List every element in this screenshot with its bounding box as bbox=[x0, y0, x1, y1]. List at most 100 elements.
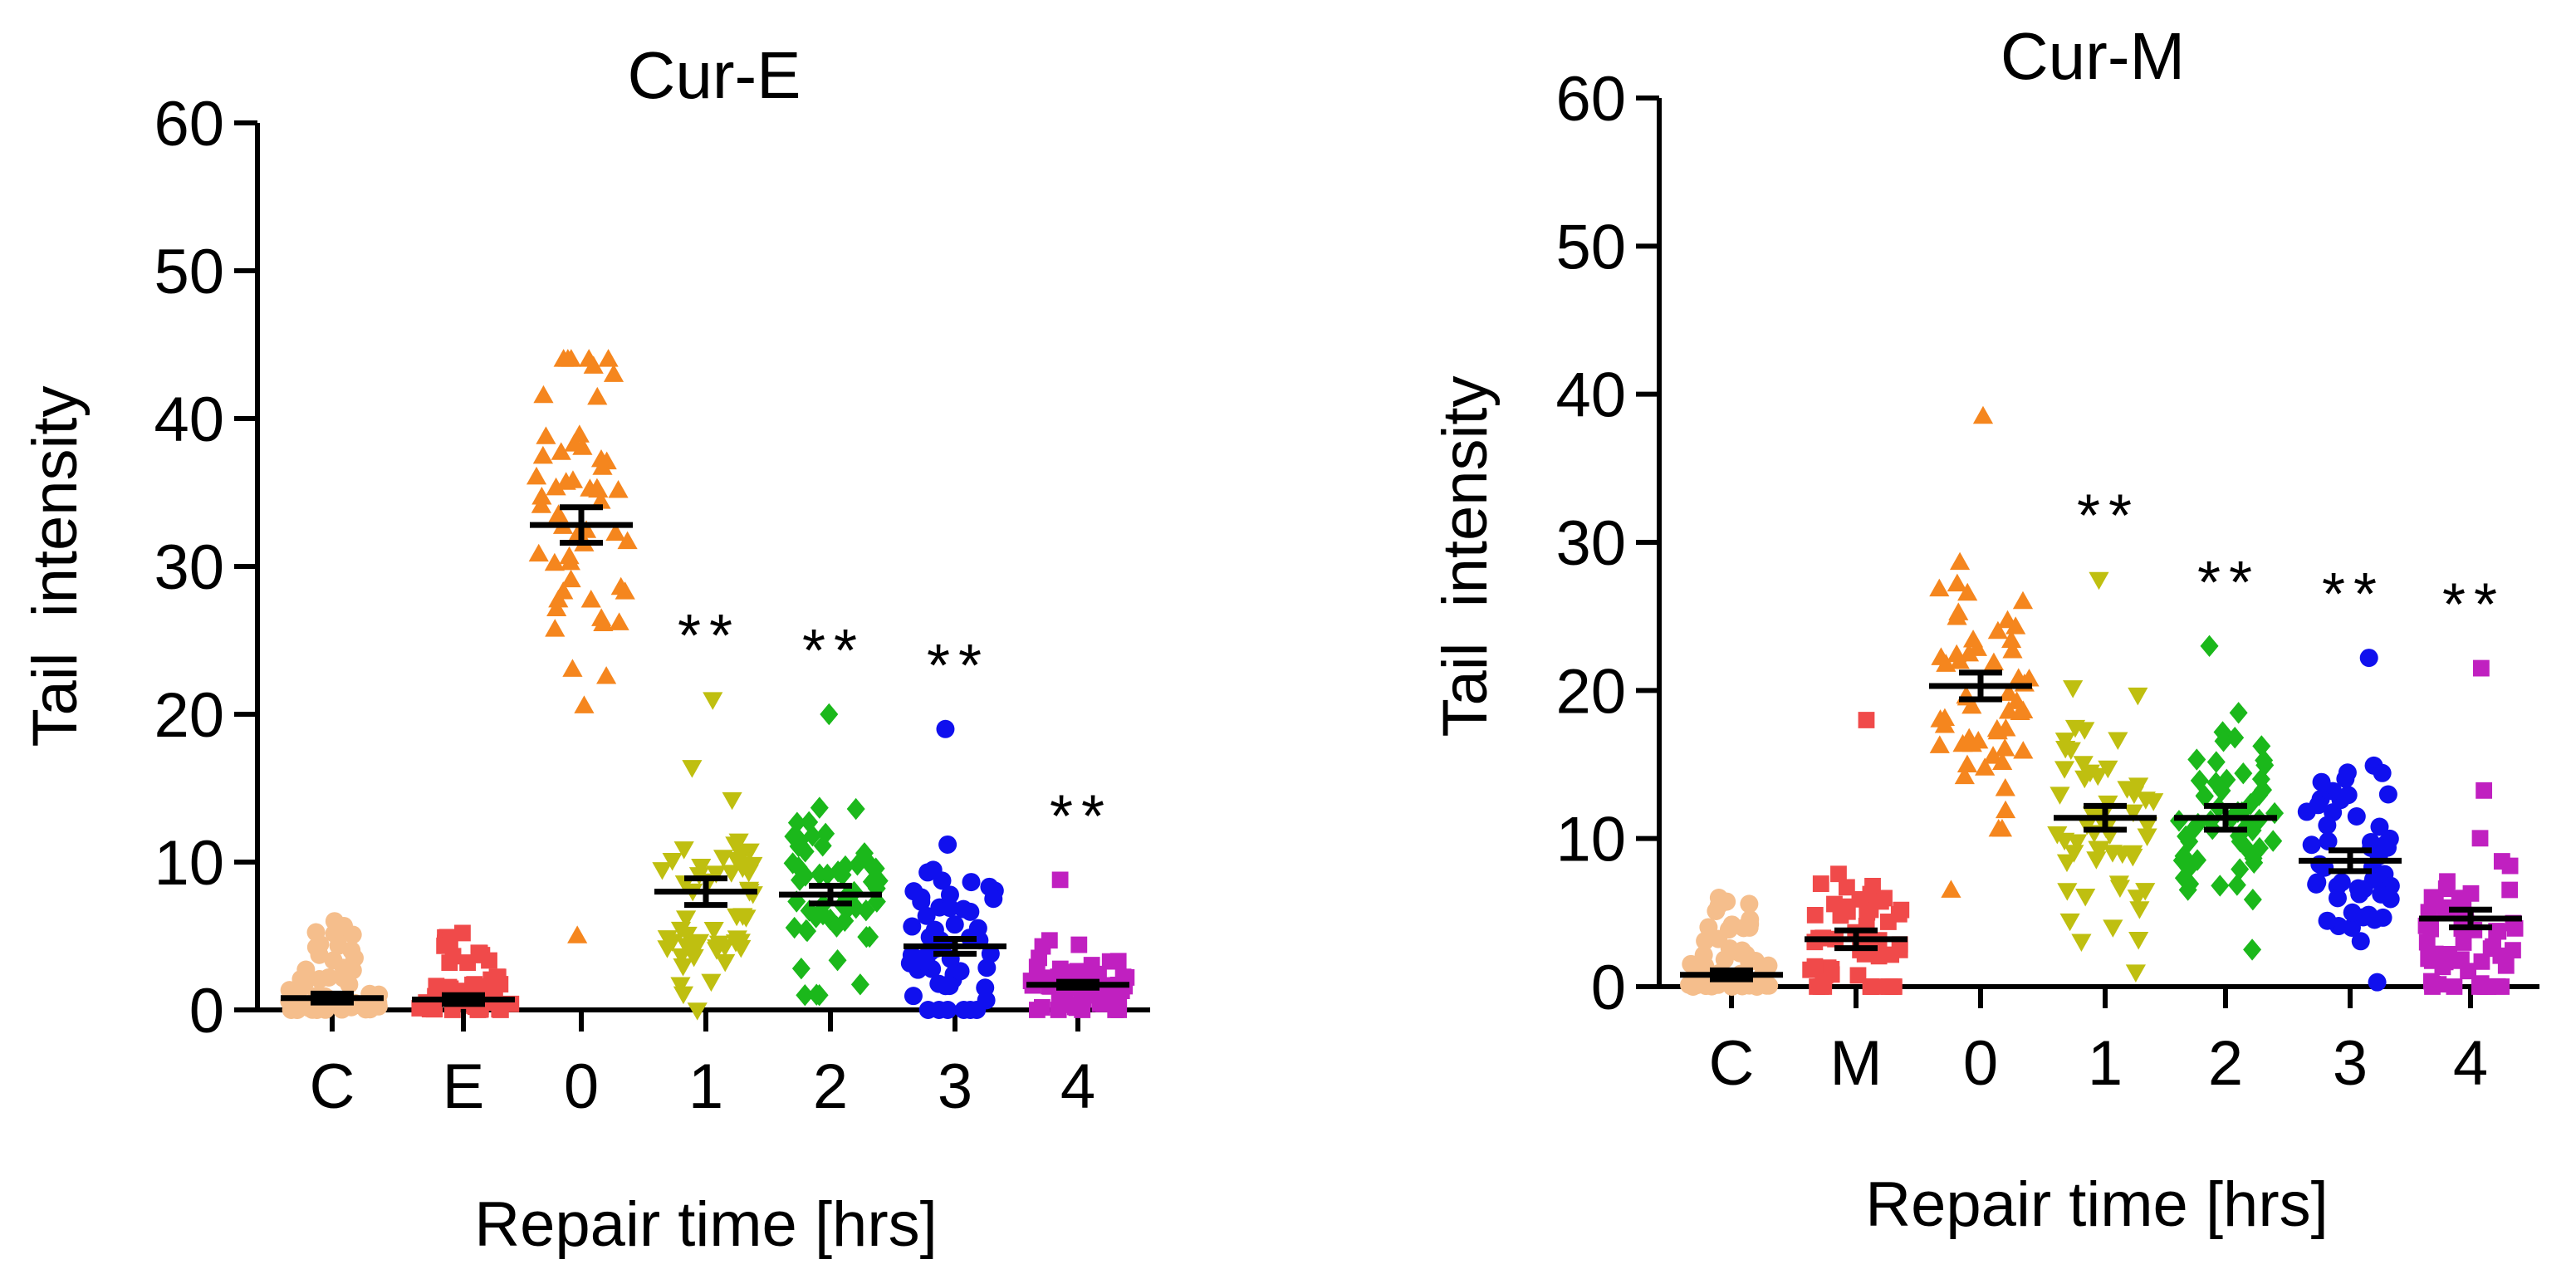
data-point bbox=[2471, 830, 2489, 847]
x-tick-label: 3 bbox=[2333, 1028, 2368, 1099]
data-point bbox=[617, 531, 638, 550]
data-point bbox=[1066, 998, 1084, 1016]
x-axis-title: Repair time [hrs] bbox=[474, 1189, 938, 1260]
data-point bbox=[2008, 668, 2029, 686]
data-point bbox=[730, 934, 751, 952]
data-point bbox=[917, 906, 936, 925]
y-tick-label: 0 bbox=[1591, 953, 1626, 1023]
data-point bbox=[2214, 730, 2233, 752]
data-point bbox=[2088, 840, 2108, 860]
data-point bbox=[306, 923, 326, 942]
data-point bbox=[938, 835, 957, 854]
data-point bbox=[481, 952, 497, 969]
data-point bbox=[2206, 751, 2226, 773]
data-point bbox=[783, 852, 802, 875]
data-point bbox=[918, 1001, 938, 1019]
data-point bbox=[2423, 952, 2441, 969]
data-point bbox=[2125, 964, 2146, 983]
data-point bbox=[528, 543, 549, 562]
data-point bbox=[282, 1000, 301, 1019]
data-point bbox=[533, 385, 554, 404]
data-point bbox=[560, 551, 580, 571]
x-tick-label: C bbox=[1709, 1028, 1755, 1099]
data-point bbox=[1836, 898, 1854, 915]
data-point bbox=[2255, 754, 2275, 777]
data-point bbox=[1858, 712, 1875, 728]
data-point bbox=[2135, 791, 2156, 810]
data-point bbox=[531, 487, 552, 505]
data-point bbox=[1041, 932, 1058, 949]
data-point bbox=[1722, 915, 1741, 934]
data-point bbox=[2063, 680, 2084, 698]
data-point bbox=[945, 915, 964, 934]
data-point bbox=[785, 916, 804, 939]
data-point bbox=[454, 924, 471, 942]
data-point bbox=[1949, 551, 1971, 571]
data-point bbox=[592, 457, 613, 475]
data-point bbox=[546, 477, 566, 496]
data-point bbox=[951, 962, 970, 981]
data-point bbox=[2347, 806, 2366, 826]
data-point bbox=[2074, 722, 2095, 740]
data-point bbox=[796, 865, 815, 887]
data-point bbox=[546, 598, 567, 617]
data-point bbox=[670, 921, 692, 940]
data-point bbox=[1995, 800, 2016, 819]
data-point bbox=[820, 703, 839, 726]
data-point bbox=[1982, 746, 2004, 764]
y-tick-label: 30 bbox=[154, 532, 224, 603]
data-point bbox=[1995, 738, 2015, 757]
data-point bbox=[567, 925, 588, 943]
group-4: 4 ** bbox=[2417, 572, 2524, 1099]
x-tick-label: 2 bbox=[813, 1051, 848, 1122]
data-point bbox=[1720, 938, 1739, 958]
data-point bbox=[340, 975, 359, 994]
significance-label: ** bbox=[802, 618, 865, 684]
data-point bbox=[588, 479, 609, 498]
data-point bbox=[2066, 834, 2088, 852]
x-tick-label: 2 bbox=[2208, 1028, 2243, 1099]
data-point bbox=[2128, 932, 2149, 950]
data-point bbox=[343, 961, 362, 980]
data-point bbox=[1095, 996, 1112, 1012]
x-tick-label: E bbox=[443, 1051, 485, 1122]
data-point bbox=[2265, 801, 2285, 825]
data-point bbox=[813, 835, 832, 857]
data-point bbox=[1114, 968, 1132, 986]
data-point bbox=[818, 863, 837, 886]
data-point bbox=[615, 581, 635, 600]
data-point bbox=[1998, 701, 2020, 719]
data-point bbox=[1757, 976, 1776, 995]
data-point bbox=[2318, 816, 2337, 835]
data-point bbox=[977, 958, 997, 978]
data-point bbox=[652, 862, 673, 880]
data-point bbox=[2200, 635, 2219, 658]
data-point bbox=[1859, 904, 1876, 921]
group-2: 2 ** bbox=[779, 618, 889, 1122]
group-C: C bbox=[280, 912, 389, 1122]
data-point bbox=[2351, 932, 2370, 951]
data-point bbox=[703, 922, 724, 940]
y-tick-label: 30 bbox=[1555, 508, 1626, 579]
y-axis-title: Tail intensity bbox=[1430, 375, 1501, 737]
significance-label: ** bbox=[927, 633, 990, 699]
data-point bbox=[590, 491, 611, 509]
data-point bbox=[1881, 978, 1898, 995]
data-point bbox=[2098, 760, 2118, 779]
y-tick-label: 40 bbox=[154, 385, 224, 455]
data-point bbox=[280, 981, 299, 1000]
data-point bbox=[807, 983, 826, 1006]
data-point bbox=[1929, 578, 1950, 597]
data-point bbox=[706, 865, 727, 884]
data-point bbox=[2328, 889, 2347, 908]
data-point bbox=[2343, 903, 2362, 922]
group-0: 0 bbox=[1929, 405, 2040, 1099]
data-point bbox=[2417, 917, 2435, 934]
data-point bbox=[904, 987, 923, 1006]
data-point bbox=[2177, 825, 2196, 848]
data-point bbox=[553, 581, 574, 600]
data-point bbox=[2252, 735, 2271, 757]
data-point bbox=[962, 873, 981, 892]
data-point bbox=[954, 1001, 973, 1019]
data-point bbox=[369, 997, 388, 1016]
